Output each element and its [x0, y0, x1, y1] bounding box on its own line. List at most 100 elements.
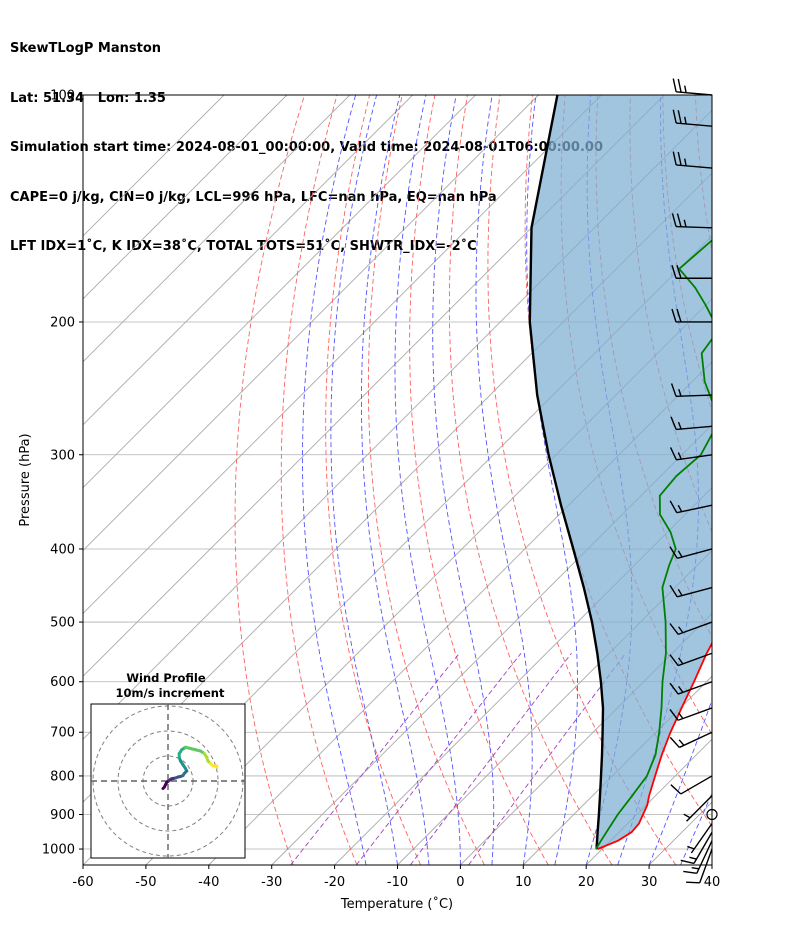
barb-feather	[669, 736, 680, 748]
x-tick-label: -40	[198, 875, 219, 890]
dry-adiabat-line	[367, 95, 485, 865]
wind-barb	[669, 681, 713, 695]
isotherm-line	[83, 95, 288, 300]
barb-staff	[677, 707, 713, 721]
x-tick-label: -30	[261, 875, 282, 890]
moist-adiabat-line	[432, 95, 495, 865]
barb-half-feather	[677, 550, 683, 558]
barb-staff	[676, 425, 713, 431]
barb-staff	[676, 504, 713, 514]
dry-adiabat-line	[325, 95, 422, 865]
y-tick-label: 1000	[42, 843, 75, 858]
y-tick-label: 800	[50, 769, 75, 784]
x-tick-label: -10	[387, 875, 408, 890]
barb-feather	[670, 784, 682, 795]
x-tick-label: 30	[641, 875, 658, 890]
wind-barb	[669, 621, 713, 636]
wind-barb	[687, 823, 713, 854]
wind-barb	[672, 151, 713, 169]
moist-adiabat-line	[330, 95, 398, 865]
wind-barb	[672, 109, 713, 127]
x-tick-label: -50	[135, 875, 156, 890]
dry-adiabat-line	[234, 95, 305, 865]
station-title: SkewTLogP Manston	[10, 41, 162, 56]
dry-adiabat-line	[487, 95, 677, 865]
barb-feather	[677, 151, 682, 166]
barb-feather	[686, 881, 700, 884]
wind-barb	[669, 447, 713, 461]
barb-feather	[670, 383, 677, 397]
barb-half-feather	[684, 85, 687, 93]
barb-staff	[690, 823, 713, 854]
barb-feather	[669, 546, 678, 559]
barb-half-feather	[678, 739, 685, 746]
y-tick-label: 300	[50, 448, 75, 463]
barb-half-feather	[677, 452, 682, 460]
wind-barb	[671, 265, 712, 279]
barb-staff	[677, 548, 713, 559]
barb-staff	[675, 225, 713, 229]
dry-adiabat-line	[448, 95, 613, 865]
barb-half-feather	[684, 116, 687, 125]
isotherm-line	[460, 612, 712, 865]
wind-barb	[669, 707, 713, 721]
wind-barb	[669, 652, 713, 667]
barb-feather	[669, 584, 678, 598]
x-tick-label: 0	[456, 875, 464, 890]
wind-barb	[672, 78, 713, 96]
wind-barb	[670, 416, 713, 431]
calm-circle	[706, 808, 718, 821]
mixing-ratio-line	[290, 653, 460, 865]
barb-feather	[680, 859, 695, 865]
x-tick-label: -20	[324, 875, 345, 890]
y-tick-label: 700	[50, 726, 75, 741]
barb-half-feather	[677, 588, 683, 596]
barb-feather	[676, 308, 682, 323]
barb-staff	[676, 91, 713, 96]
barb-staff	[676, 122, 713, 127]
mixing-ratio-line	[410, 653, 572, 865]
wind-barb	[671, 213, 713, 229]
barb-feather	[669, 654, 679, 666]
dry-adiabat-line	[761, 95, 794, 865]
barb-half-feather	[691, 866, 700, 870]
barb-staff	[696, 840, 713, 874]
moist-adiabat-line	[475, 95, 533, 865]
wind-barb	[669, 546, 713, 559]
barb-feather	[672, 78, 677, 93]
isotherm-line	[83, 95, 539, 552]
wind-barb	[669, 584, 713, 598]
inset-title: Wind Profile	[126, 671, 206, 685]
barb-feather	[669, 500, 678, 514]
barb-feather	[669, 708, 679, 721]
isotherm-line	[334, 486, 712, 865]
x-tick-label: 20	[578, 875, 595, 890]
barb-feather	[671, 213, 677, 227]
stability-indices: LFT IDX=1˚C, K IDX=38˚C, TOTAL TOTS=51˚C…	[10, 239, 477, 254]
dewpoint-line	[595, 239, 712, 850]
moist-adiabat-line	[361, 95, 430, 865]
axes: -60 -50 -40 -30 -20 -10 0 10 20 30 40 1000 900 800 700…	[42, 89, 720, 891]
barb-staff	[675, 394, 713, 398]
barb-feather	[669, 682, 679, 695]
barb-half-feather	[687, 845, 695, 850]
profile-lines	[528, 95, 712, 850]
barb-half-feather	[683, 813, 691, 819]
moist-adiabat-line	[680, 792, 712, 865]
isotherm-line	[83, 95, 602, 615]
barb-half-feather	[678, 712, 684, 719]
barb-staff	[693, 831, 713, 864]
barb-feather	[677, 110, 682, 124]
barb-staff	[680, 775, 713, 795]
wind-barb	[683, 795, 713, 822]
isotherm-line	[83, 95, 414, 426]
cape-fill-region	[529, 95, 712, 849]
isotherm-line	[83, 95, 225, 237]
x-tick-label: 10	[515, 875, 532, 890]
y-tick-label: 500	[50, 616, 75, 631]
hodograph-ring	[117, 730, 219, 832]
barb-feather	[676, 213, 682, 227]
y-axis-label: Pressure (hPa)	[18, 433, 33, 526]
y-tick-label: 200	[50, 315, 75, 330]
